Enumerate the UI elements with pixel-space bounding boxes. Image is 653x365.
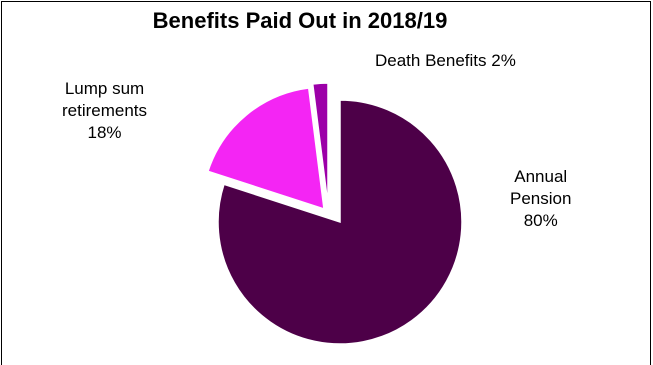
slice-label-lump-sum-retirements: Lump sum retirements 18% [62,78,147,144]
slice-label-line: Annual [514,167,568,186]
pie-slice-lump-sum-retirements [207,87,325,211]
slice-label-line: Lump sum [64,79,145,98]
slice-label-line: Death Benefits 2% [375,51,516,70]
slice-label-line: Pension [510,189,572,208]
slice-label-line: 80% [523,211,558,230]
pie-slice-annual-pension [217,99,463,345]
slice-label-annual-pension: Annual Pension 80% [510,166,571,232]
pie-slice-death-benefits [311,82,329,206]
chart-title: Benefits Paid Out in 2018/19 [152,8,448,33]
slice-label-line: retirements [62,101,148,120]
slice-label-line: 18% [87,123,122,142]
slice-label-death-benefits: Death Benefits 2% [375,50,516,72]
